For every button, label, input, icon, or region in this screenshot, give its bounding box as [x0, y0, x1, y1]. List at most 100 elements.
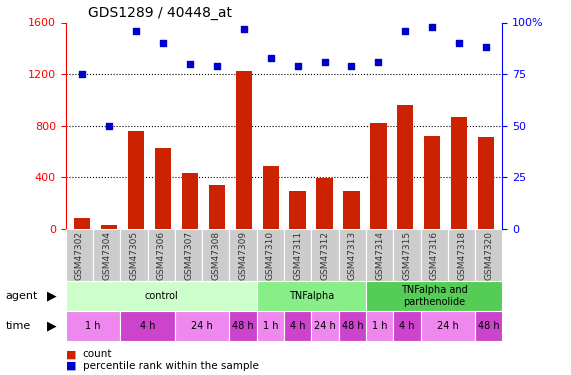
Bar	[421, 229, 448, 281]
Text: 48 h: 48 h	[478, 321, 500, 331]
Bar	[366, 311, 393, 341]
Text: GSM47304: GSM47304	[102, 231, 111, 279]
Text: control: control	[144, 291, 178, 301]
Bar	[230, 311, 257, 341]
Bar	[339, 229, 366, 281]
Text: GSM47310: GSM47310	[266, 230, 275, 280]
Text: GSM47314: GSM47314	[375, 231, 384, 279]
Bar	[475, 311, 502, 341]
Point	[320, 58, 329, 64]
Point	[104, 123, 114, 129]
Text: 4 h: 4 h	[290, 321, 305, 331]
Text: GSM47320: GSM47320	[484, 231, 493, 279]
Bar	[66, 229, 93, 281]
Bar	[263, 166, 279, 229]
Text: GSM47313: GSM47313	[348, 230, 357, 280]
Bar	[284, 311, 311, 341]
Bar	[155, 147, 171, 229]
Text: percentile rank within the sample: percentile rank within the sample	[83, 361, 259, 370]
Bar	[448, 229, 475, 281]
Text: ■: ■	[66, 350, 76, 359]
Text: time: time	[6, 321, 31, 331]
Bar	[451, 117, 468, 229]
Bar	[311, 311, 339, 341]
Point	[293, 63, 302, 69]
Text: GSM47307: GSM47307	[184, 230, 193, 280]
Point	[455, 40, 464, 46]
Bar	[339, 311, 366, 341]
Bar	[366, 229, 393, 281]
Bar	[235, 72, 252, 229]
Point	[185, 61, 194, 67]
Text: 1 h: 1 h	[85, 321, 100, 331]
Point	[77, 71, 86, 77]
Bar	[289, 191, 305, 229]
Text: GSM47308: GSM47308	[211, 230, 220, 280]
Bar	[393, 229, 421, 281]
Bar	[93, 229, 120, 281]
Point	[482, 44, 491, 50]
Text: GSM47305: GSM47305	[130, 230, 138, 280]
Bar	[343, 191, 360, 229]
Text: GSM47316: GSM47316	[430, 230, 439, 280]
Text: 4 h: 4 h	[399, 321, 415, 331]
Bar	[66, 281, 257, 311]
Bar	[74, 218, 90, 229]
Text: 48 h: 48 h	[341, 321, 363, 331]
Bar	[421, 311, 475, 341]
Text: TNFalpha and
parthenolide: TNFalpha and parthenolide	[401, 285, 468, 307]
Bar	[175, 311, 230, 341]
Bar	[230, 229, 257, 281]
Bar	[424, 136, 440, 229]
Bar	[316, 178, 332, 229]
Point	[347, 63, 356, 69]
Text: 24 h: 24 h	[437, 321, 459, 331]
Text: ▶: ▶	[47, 290, 56, 303]
Bar	[475, 229, 502, 281]
Text: agent: agent	[6, 291, 38, 301]
Text: TNFalpha: TNFalpha	[289, 291, 334, 301]
Point	[428, 24, 437, 30]
Bar	[393, 311, 421, 341]
Bar	[128, 131, 144, 229]
Bar	[397, 105, 413, 229]
Bar	[208, 185, 225, 229]
Text: GSM47315: GSM47315	[403, 230, 412, 280]
Text: 1 h: 1 h	[372, 321, 387, 331]
Point	[131, 28, 140, 34]
Point	[158, 40, 167, 46]
Bar	[66, 311, 120, 341]
Bar	[120, 311, 175, 341]
Text: 24 h: 24 h	[191, 321, 213, 331]
Text: GSM47318: GSM47318	[457, 230, 466, 280]
Point	[239, 26, 248, 32]
Bar	[147, 229, 175, 281]
Text: GSM47309: GSM47309	[239, 230, 248, 280]
Text: count: count	[83, 350, 112, 359]
Bar	[202, 229, 230, 281]
Point	[401, 28, 410, 34]
Text: 48 h: 48 h	[232, 321, 254, 331]
Text: GSM47311: GSM47311	[293, 230, 302, 280]
Point	[374, 58, 383, 64]
Bar	[100, 225, 117, 229]
Text: GSM47312: GSM47312	[320, 231, 329, 279]
Text: GDS1289 / 40448_at: GDS1289 / 40448_at	[87, 6, 231, 20]
Bar	[257, 281, 366, 311]
Bar	[284, 229, 311, 281]
Text: 4 h: 4 h	[140, 321, 155, 331]
Bar	[311, 229, 339, 281]
Text: 1 h: 1 h	[263, 321, 278, 331]
Text: GSM47306: GSM47306	[156, 230, 166, 280]
Bar	[182, 173, 198, 229]
Bar	[366, 281, 502, 311]
Text: GSM47302: GSM47302	[75, 231, 84, 279]
Bar	[175, 229, 202, 281]
Point	[266, 55, 275, 61]
Bar	[120, 229, 147, 281]
Bar	[257, 311, 284, 341]
Text: ▶: ▶	[47, 320, 56, 333]
Point	[212, 63, 221, 69]
Bar	[257, 229, 284, 281]
Bar	[371, 123, 387, 229]
